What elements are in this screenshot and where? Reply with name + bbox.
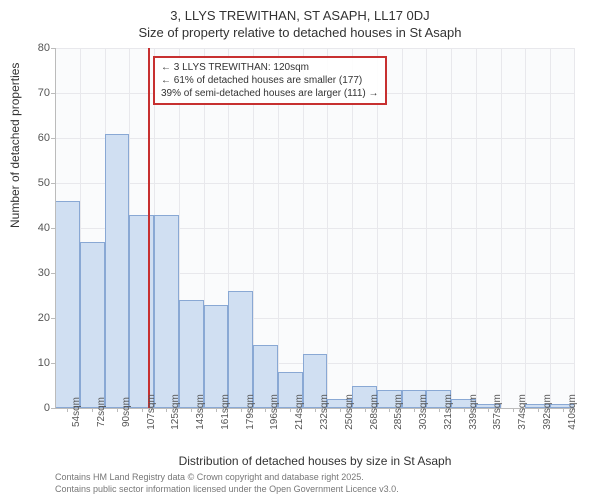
histogram-bar [55, 201, 80, 408]
x-tick-mark [117, 408, 118, 412]
x-tick-label: 410sqm [567, 394, 578, 430]
grid-line-horizontal [55, 183, 575, 184]
x-tick-label: 374sqm [517, 394, 528, 430]
histogram-bar [129, 215, 154, 409]
x-tick-mark [166, 408, 167, 412]
y-tick-mark [51, 48, 55, 49]
x-tick-mark [389, 408, 390, 412]
histogram-bar [204, 305, 229, 409]
grid-line-vertical [574, 48, 575, 408]
grid-line-vertical [501, 48, 502, 408]
x-tick-mark [538, 408, 539, 412]
plot-area: ← 3 LLYS TREWITHAN: 120sqm← 61% of detac… [55, 48, 575, 408]
y-tick-mark [51, 93, 55, 94]
x-tick-label: 54sqm [71, 397, 82, 427]
x-tick-mark [365, 408, 366, 412]
annotation-line: ← 3 LLYS TREWITHAN: 120sqm [161, 61, 379, 74]
grid-line-vertical [525, 48, 526, 408]
x-tick-label: 107sqm [146, 394, 157, 430]
x-tick-label: 285sqm [393, 394, 404, 430]
x-tick-mark [191, 408, 192, 412]
x-tick-label: 196sqm [269, 394, 280, 430]
y-tick-mark [51, 228, 55, 229]
annotation-box: ← 3 LLYS TREWITHAN: 120sqm← 61% of detac… [153, 56, 387, 105]
x-tick-mark [488, 408, 489, 412]
x-axis-label: Distribution of detached houses by size … [55, 454, 575, 468]
annotation-line: 39% of semi-detached houses are larger (… [161, 87, 379, 100]
y-tick-mark [51, 408, 55, 409]
histogram-bar [228, 291, 253, 408]
x-tick-mark [439, 408, 440, 412]
grid-line-horizontal [55, 48, 575, 49]
y-axis-label: Number of detached properties [8, 63, 22, 228]
x-tick-mark [563, 408, 564, 412]
grid-line-vertical [550, 48, 551, 408]
y-tick-label: 10 [38, 357, 50, 369]
histogram-bar [105, 134, 130, 409]
x-tick-label: 303sqm [418, 394, 429, 430]
histogram-bar [154, 215, 179, 409]
grid-line-vertical [476, 48, 477, 408]
reference-line [148, 48, 150, 408]
x-tick-mark [216, 408, 217, 412]
x-tick-mark [464, 408, 465, 412]
title-line-2: Size of property relative to detached ho… [0, 23, 600, 44]
y-tick-mark [51, 138, 55, 139]
x-tick-mark [340, 408, 341, 412]
x-tick-mark [241, 408, 242, 412]
x-tick-label: 214sqm [294, 394, 305, 430]
grid-line-vertical [451, 48, 452, 408]
y-tick-label: 40 [38, 222, 50, 234]
x-tick-label: 339sqm [468, 394, 479, 430]
grid-line-vertical [402, 48, 403, 408]
x-tick-label: 357sqm [492, 394, 503, 430]
annotation-line: ← 61% of detached houses are smaller (17… [161, 74, 379, 87]
x-tick-label: 392sqm [542, 394, 553, 430]
x-tick-label: 321sqm [443, 394, 454, 430]
histogram-bar [80, 242, 105, 409]
x-tick-mark [290, 408, 291, 412]
footer-copyright-2: Contains public sector information licen… [55, 484, 399, 494]
y-tick-mark [51, 273, 55, 274]
x-tick-label: 143sqm [195, 394, 206, 430]
y-tick-label: 20 [38, 312, 50, 324]
x-tick-label: 268sqm [369, 394, 380, 430]
x-tick-mark [265, 408, 266, 412]
x-tick-label: 90sqm [121, 397, 132, 427]
x-tick-mark [142, 408, 143, 412]
x-tick-label: 232sqm [319, 394, 330, 430]
x-tick-mark [67, 408, 68, 412]
x-tick-label: 161sqm [220, 394, 231, 430]
y-tick-mark [51, 318, 55, 319]
x-tick-label: 179sqm [245, 394, 256, 430]
y-tick-label: 30 [38, 267, 50, 279]
x-tick-mark [414, 408, 415, 412]
y-tick-mark [51, 363, 55, 364]
grid-line-vertical [426, 48, 427, 408]
y-tick-mark [51, 183, 55, 184]
x-tick-mark [92, 408, 93, 412]
y-tick-label: 60 [38, 132, 50, 144]
y-tick-label: 80 [38, 42, 50, 54]
x-tick-mark [513, 408, 514, 412]
y-tick-label: 50 [38, 177, 50, 189]
y-tick-label: 0 [44, 402, 50, 414]
y-axis-line [55, 48, 56, 408]
footer-copyright-1: Contains HM Land Registry data © Crown c… [55, 472, 364, 482]
x-tick-label: 125sqm [170, 394, 181, 430]
y-tick-label: 70 [38, 87, 50, 99]
histogram-bar [179, 300, 204, 408]
x-tick-mark [315, 408, 316, 412]
grid-line-horizontal [55, 138, 575, 139]
chart-container: 3, LLYS TREWITHAN, ST ASAPH, LL17 0DJ Si… [0, 0, 600, 500]
x-tick-label: 72sqm [96, 397, 107, 427]
title-line-1: 3, LLYS TREWITHAN, ST ASAPH, LL17 0DJ [0, 0, 600, 23]
x-tick-label: 250sqm [344, 394, 355, 430]
